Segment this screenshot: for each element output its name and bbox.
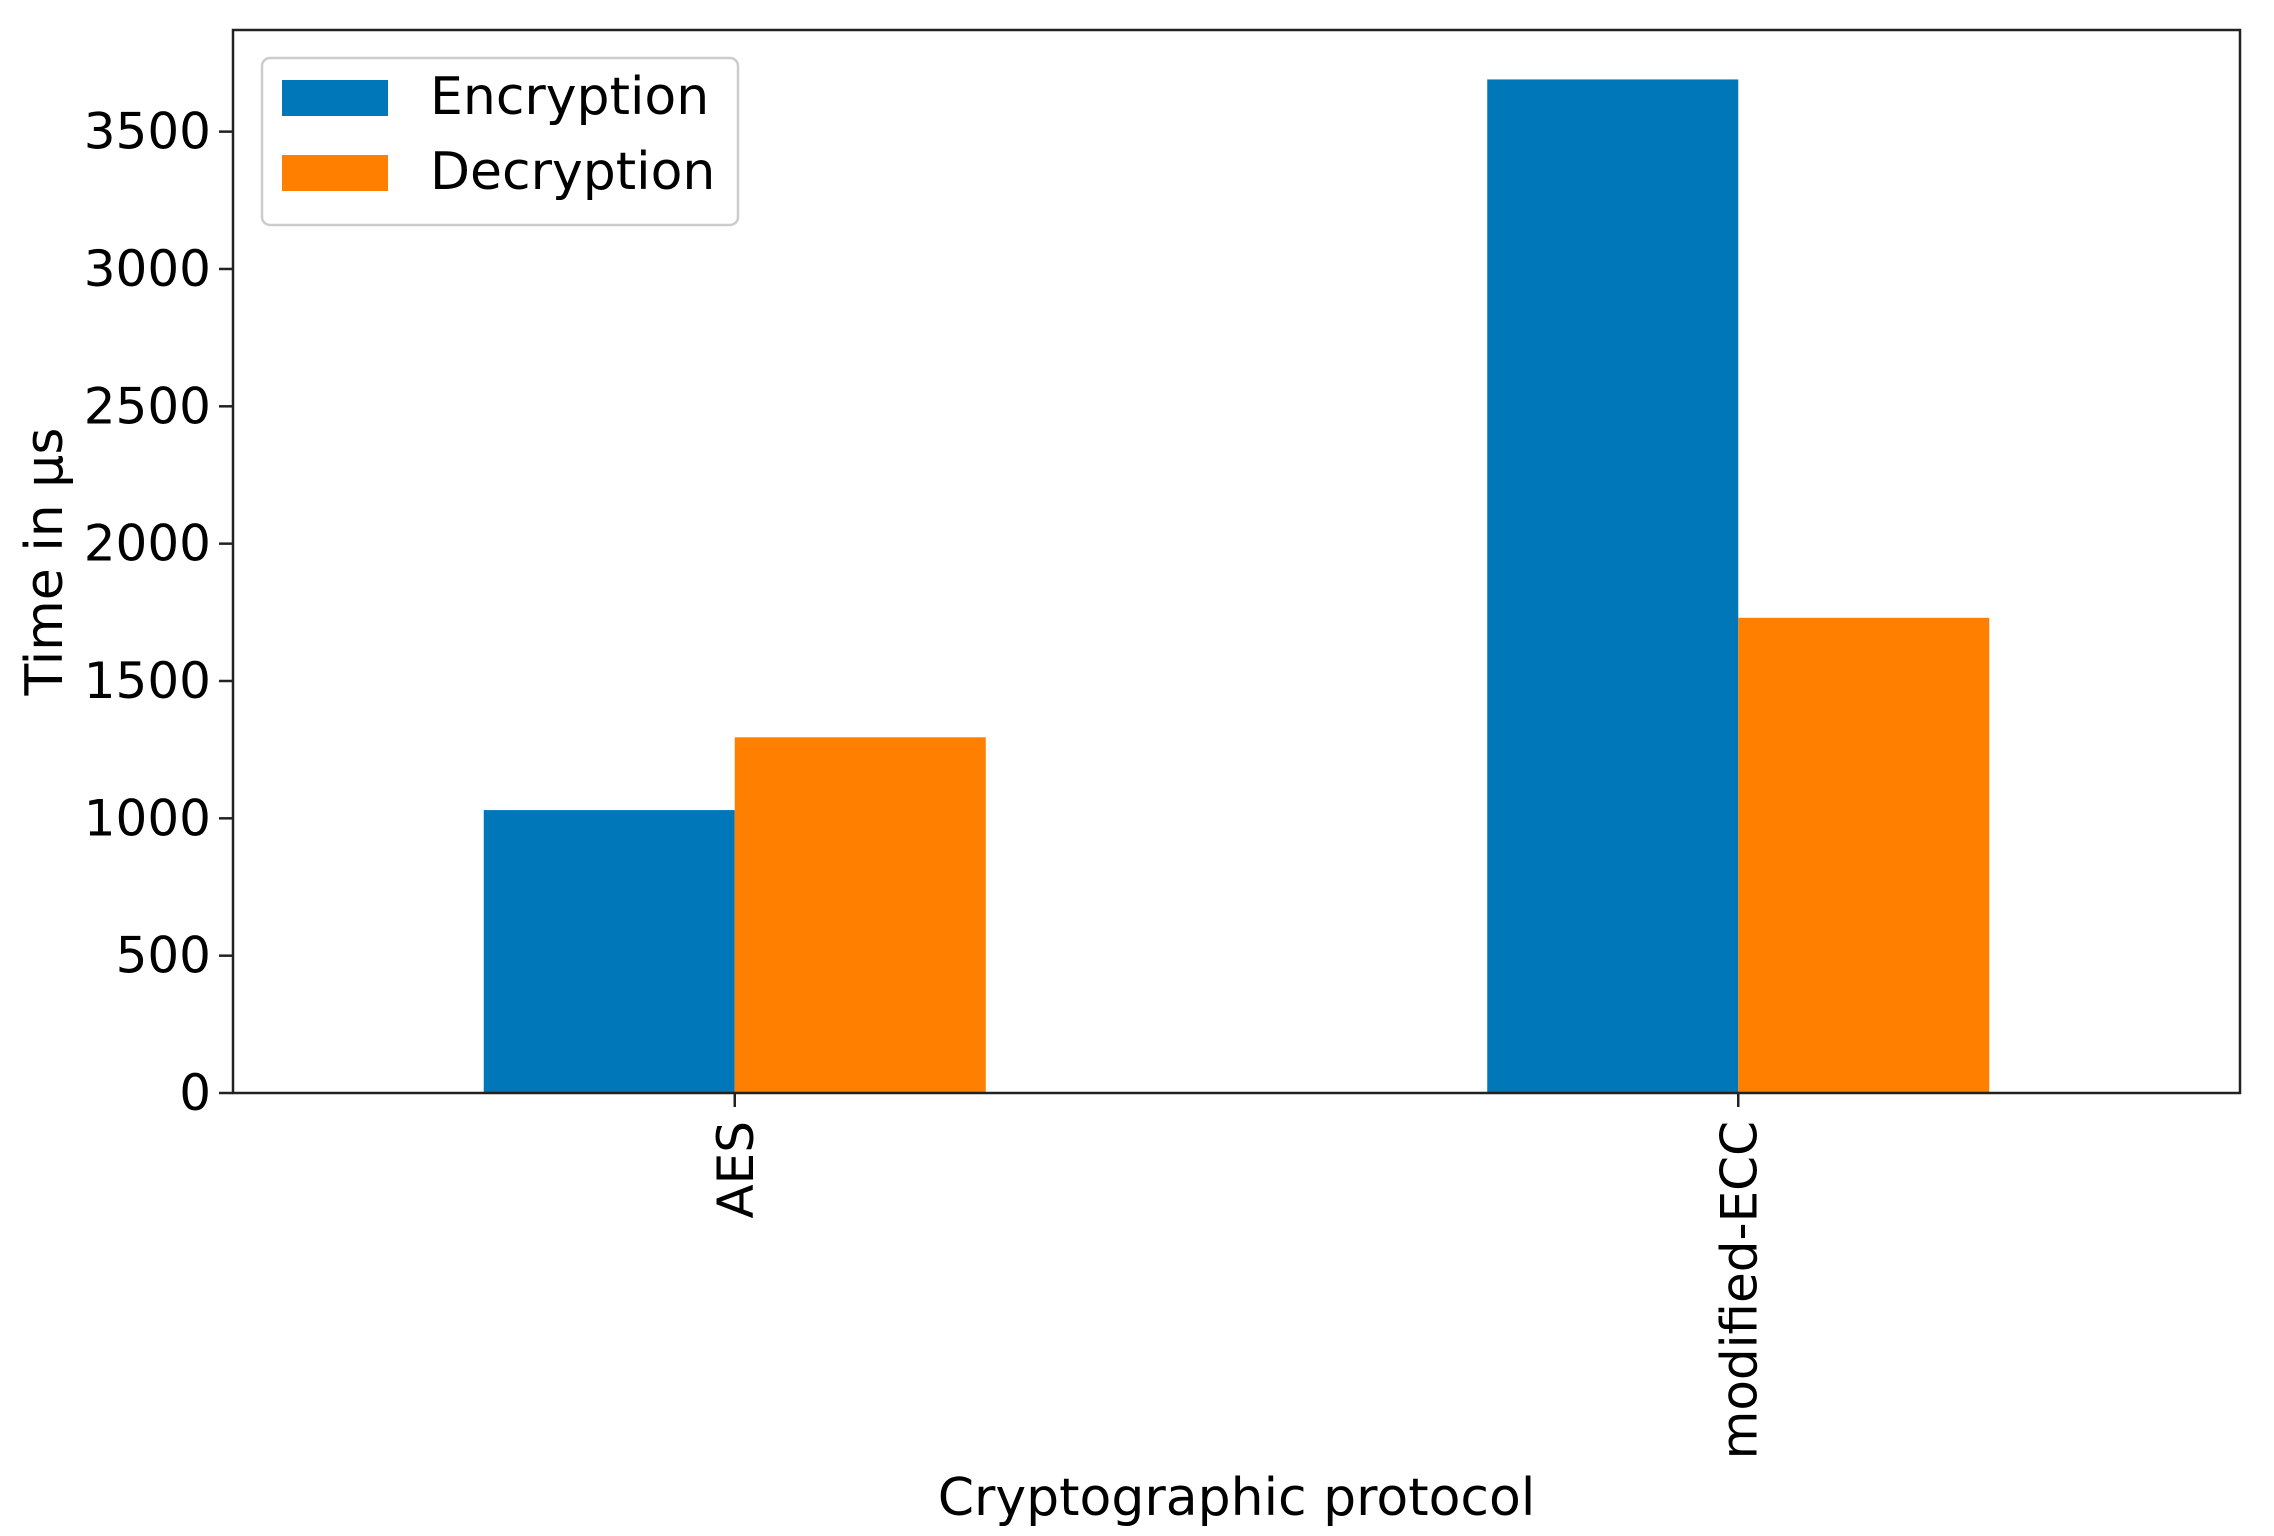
y-tick-label: 3000 [84, 240, 211, 298]
y-tick-label: 2000 [84, 515, 211, 573]
y-tick-label: 3500 [84, 103, 211, 161]
bar-encryption-modified-ecc [1487, 79, 1739, 1093]
bar-decryption-aes [734, 737, 986, 1093]
legend-swatch-encryption [282, 80, 388, 116]
legend-label-encryption: Encryption [430, 67, 709, 127]
x-tick-label: modified-ECC [1710, 1121, 1768, 1459]
y-tick-label: 0 [179, 1064, 211, 1122]
plot-area-frame [231, 28, 2242, 1095]
bar-decryption-modified-ecc [1738, 617, 1990, 1093]
y-axis: 0 500 1000 1500 2000 2500 3000 3500 [84, 103, 233, 1122]
y-tick-label: 500 [116, 927, 211, 985]
legend-swatch-decryption [282, 155, 388, 191]
x-tick-label: AES [707, 1121, 765, 1219]
y-tick-label: 2500 [84, 377, 211, 435]
x-axis-label: Cryptographic protocol [938, 1468, 1536, 1528]
y-tick-label: 1500 [84, 652, 211, 710]
y-axis-label: Time in µs [15, 428, 75, 697]
legend-label-decryption: Decryption [430, 142, 715, 202]
bar-encryption-aes [483, 810, 735, 1093]
x-axis: AES modified-ECC [707, 1093, 1768, 1459]
legend: Encryption Decryption [260, 56, 740, 227]
y-tick-label: 1000 [84, 789, 211, 847]
bars-group [483, 79, 1990, 1093]
